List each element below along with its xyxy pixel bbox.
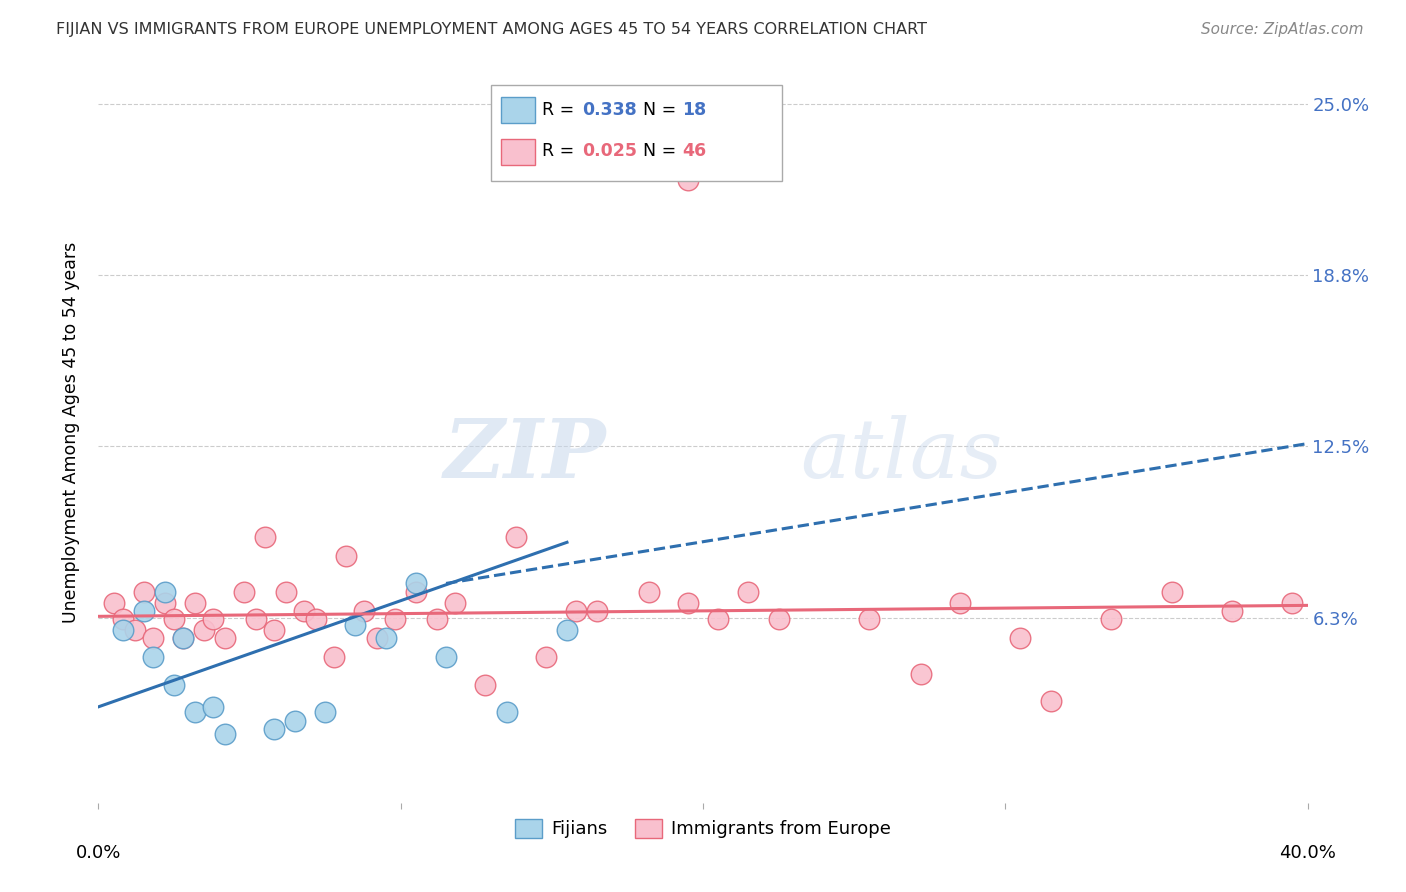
FancyBboxPatch shape — [501, 97, 534, 123]
Text: R =: R = — [543, 143, 579, 161]
FancyBboxPatch shape — [492, 85, 782, 181]
Text: atlas: atlas — [800, 415, 1002, 495]
Point — [103, 596, 125, 610]
Point — [505, 530, 527, 544]
Point — [707, 612, 730, 626]
Point — [474, 678, 496, 692]
Point — [676, 596, 699, 610]
Point — [284, 714, 307, 728]
Point — [263, 623, 285, 637]
Point — [374, 632, 396, 646]
Point — [353, 604, 375, 618]
Legend: Fijians, Immigrants from Europe: Fijians, Immigrants from Europe — [508, 812, 898, 846]
Point — [305, 612, 328, 626]
Point — [214, 727, 236, 741]
Point — [1010, 632, 1032, 646]
Point — [142, 632, 165, 646]
Point — [253, 530, 276, 544]
Text: 0.338: 0.338 — [582, 101, 637, 119]
Point — [163, 678, 186, 692]
Point — [495, 706, 517, 720]
Point — [245, 612, 267, 626]
Point — [335, 549, 357, 563]
Point — [534, 650, 557, 665]
Text: 46: 46 — [682, 143, 707, 161]
Text: N =: N = — [631, 101, 682, 119]
Point — [1039, 694, 1062, 708]
Point — [1160, 584, 1182, 599]
Text: R =: R = — [543, 101, 579, 119]
Text: FIJIAN VS IMMIGRANTS FROM EUROPE UNEMPLOYMENT AMONG AGES 45 TO 54 YEARS CORRELAT: FIJIAN VS IMMIGRANTS FROM EUROPE UNEMPLO… — [56, 22, 927, 37]
Point — [124, 623, 146, 637]
Point — [193, 623, 215, 637]
Point — [1220, 604, 1243, 618]
Point — [184, 596, 207, 610]
Point — [1099, 612, 1122, 626]
Point — [274, 584, 297, 599]
Y-axis label: Unemployment Among Ages 45 to 54 years: Unemployment Among Ages 45 to 54 years — [62, 242, 80, 624]
Point — [153, 596, 176, 610]
FancyBboxPatch shape — [501, 138, 534, 165]
Point — [405, 584, 427, 599]
Text: N =: N = — [631, 143, 682, 161]
Point — [232, 584, 254, 599]
Point — [1281, 596, 1303, 610]
Point — [202, 612, 225, 626]
Text: ZIP: ZIP — [444, 415, 606, 495]
Point — [111, 623, 134, 637]
Text: 0.0%: 0.0% — [76, 844, 121, 862]
Point — [153, 584, 176, 599]
Point — [910, 667, 932, 681]
Point — [384, 612, 406, 626]
Point — [565, 604, 588, 618]
Text: Source: ZipAtlas.com: Source: ZipAtlas.com — [1201, 22, 1364, 37]
Text: 40.0%: 40.0% — [1279, 844, 1336, 862]
Point — [426, 612, 449, 626]
Point — [444, 596, 467, 610]
Point — [314, 706, 336, 720]
Point — [344, 617, 367, 632]
Point — [768, 612, 790, 626]
Point — [555, 623, 578, 637]
Point — [434, 650, 457, 665]
Point — [214, 632, 236, 646]
Point — [366, 632, 388, 646]
Point — [858, 612, 880, 626]
Point — [142, 650, 165, 665]
Point — [949, 596, 972, 610]
Point — [163, 612, 186, 626]
Point — [637, 584, 659, 599]
Text: 18: 18 — [682, 101, 707, 119]
Point — [292, 604, 315, 618]
Point — [676, 173, 699, 187]
Point — [132, 584, 155, 599]
Point — [172, 632, 194, 646]
Point — [184, 706, 207, 720]
Point — [263, 722, 285, 736]
Point — [172, 632, 194, 646]
Point — [737, 584, 759, 599]
Point — [202, 699, 225, 714]
Point — [132, 604, 155, 618]
Point — [111, 612, 134, 626]
Point — [586, 604, 609, 618]
Point — [323, 650, 346, 665]
Point — [405, 576, 427, 591]
Text: 0.025: 0.025 — [582, 143, 637, 161]
